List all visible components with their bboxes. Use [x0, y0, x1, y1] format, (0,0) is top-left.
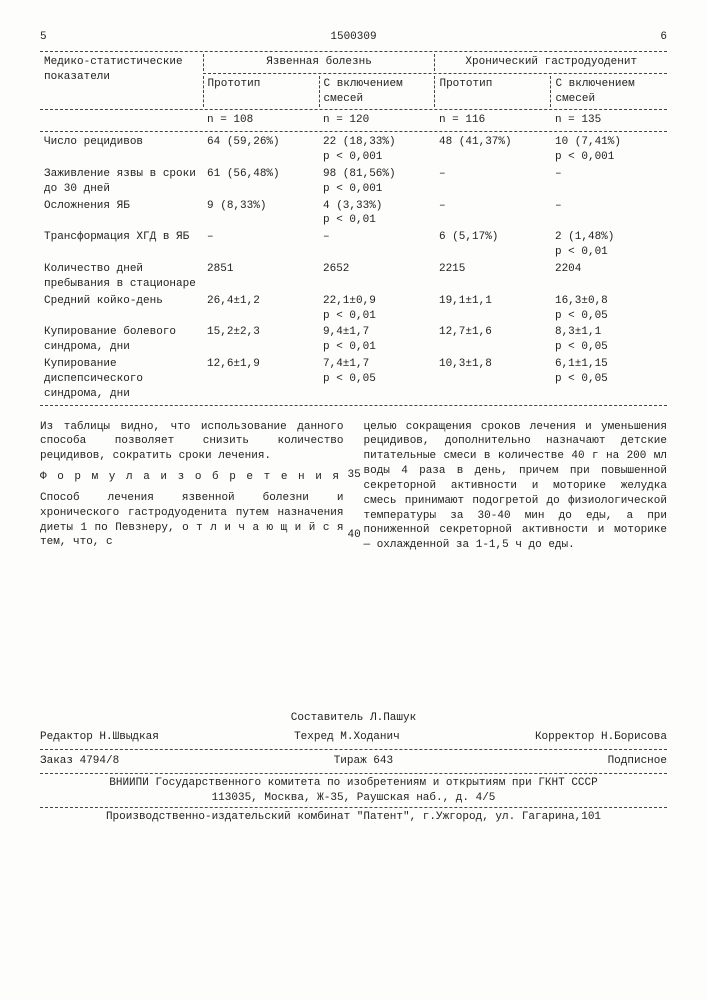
row-value: 12,7±1,6: [435, 324, 551, 356]
row-value: 48 (41,37%): [435, 134, 551, 166]
sub3: Прототип: [435, 76, 551, 108]
body-right-p1: целью сокращения сроков лечения и уменьш…: [364, 420, 668, 554]
row-label: Средний койко-день: [40, 293, 203, 325]
row-value: –: [435, 166, 551, 198]
header-docnum: 1500309: [228, 30, 479, 45]
row-label: Купирование болевого синдрома, дни: [40, 324, 203, 356]
row-value: 2215: [435, 261, 551, 293]
row-value: 10 (7,41%)p < 0,001: [551, 134, 667, 166]
row-value: 2 (1,48%)p < 0,01: [551, 229, 667, 261]
line-number-40: 40: [348, 528, 361, 543]
col-label: Медико-статистические показатели: [40, 54, 203, 108]
row-value: 9,4±1,7p < 0,01: [319, 324, 435, 356]
row-label: Осложнения ЯБ: [40, 198, 203, 230]
footer: Составитель Л.Пашук Редактор Н.Швыдкая Т…: [40, 709, 667, 825]
row-value: 61 (56,48%): [203, 166, 319, 198]
divider: [40, 51, 667, 52]
table-row: Средний койко-день26,4±1,222,1±0,9p < 0,…: [40, 293, 667, 325]
row-value: 26,4±1,2: [203, 293, 319, 325]
table-row: Заживление язвы в сроки до 30 дней61 (56…: [40, 166, 667, 198]
table-row: Число рецидивов64 (59,26%)22 (18,33%)p <…: [40, 134, 667, 166]
header-left: 5: [40, 30, 228, 45]
row-value: –: [203, 229, 319, 261]
row-value: 16,3±0,8p < 0,05: [551, 293, 667, 325]
printer: Производственно-издательский комбинат "П…: [40, 810, 667, 825]
data-table: Медико-статистические показатели Язвенна…: [40, 54, 667, 403]
table-row: Трансформация ХГД в ЯБ––6 (5,17%)2 (1,48…: [40, 229, 667, 261]
table-row: Количество дней пребывания в стационаре2…: [40, 261, 667, 293]
divider: [40, 405, 667, 406]
row-value: 22 (18,33%)p < 0,001: [319, 134, 435, 166]
body-right: 35 40 целью сокращения сроков лечения и …: [364, 420, 668, 560]
row-label: Трансформация ХГД в ЯБ: [40, 229, 203, 261]
sub2: С включением смесей: [319, 76, 435, 108]
body-columns: Из таблицы видно, что использование данн…: [40, 420, 667, 560]
order: Заказ 4794/8: [40, 754, 119, 769]
row-label: Купирование диспепсического синдрома, дн…: [40, 356, 203, 403]
line-number-35: 35: [348, 468, 361, 483]
row-value: 6 (5,17%): [435, 229, 551, 261]
table-row: Купирование болевого синдрома, дни15,2±2…: [40, 324, 667, 356]
row-value: 2851: [203, 261, 319, 293]
tekhred: Техред М.Ходанич: [294, 730, 400, 745]
compiler: Составитель Л.Пашук: [250, 711, 457, 726]
row-value: 12,6±1,9: [203, 356, 319, 403]
row-value: 9 (8,33%): [203, 198, 319, 230]
n4: n = 135: [551, 112, 667, 129]
formula-heading: Ф о р м у л а и з о б р е т е н и я: [40, 470, 344, 485]
group1: Язвенная болезнь: [203, 54, 435, 71]
table-row: Купирование диспепсического синдрома, дн…: [40, 356, 667, 403]
n3: n = 116: [435, 112, 551, 129]
row-value: –: [551, 198, 667, 230]
row-value: 6,1±1,15p < 0,05: [551, 356, 667, 403]
n1: n = 108: [203, 112, 319, 129]
row-value: 19,1±1,1: [435, 293, 551, 325]
addr: 113035, Москва, Ж-35, Раушская наб., д. …: [40, 791, 667, 806]
row-value: 22,1±0,9p < 0,01: [319, 293, 435, 325]
sub4: С включением смесей: [551, 76, 667, 108]
row-value: 8,3±1,1p < 0,05: [551, 324, 667, 356]
body-left-p2: Способ лечения язвенной болезни и хронич…: [40, 491, 344, 550]
row-value: 2652: [319, 261, 435, 293]
row-value: 7,4±1,7p < 0,05: [319, 356, 435, 403]
tirazh: Тираж 643: [334, 754, 393, 769]
row-value: 64 (59,26%): [203, 134, 319, 166]
row-value: 98 (81,56%)p < 0,001: [319, 166, 435, 198]
row-value: –: [319, 229, 435, 261]
body-left-p1: Из таблицы видно, что использование данн…: [40, 420, 344, 465]
header-right: 6: [479, 30, 667, 45]
row-label: Число рецидивов: [40, 134, 203, 166]
body-left: Из таблицы видно, что использование данн…: [40, 420, 344, 560]
row-value: 4 (3,33%)p < 0,01: [319, 198, 435, 230]
page-header: 5 1500309 6: [40, 30, 667, 45]
podpis: Подписное: [608, 754, 667, 769]
table-row: Осложнения ЯБ9 (8,33%)4 (3,33%)p < 0,01–…: [40, 198, 667, 230]
row-label: Заживление язвы в сроки до 30 дней: [40, 166, 203, 198]
row-value: –: [551, 166, 667, 198]
row-value: 15,2±2,3: [203, 324, 319, 356]
row-value: –: [435, 198, 551, 230]
n2: n = 120: [319, 112, 435, 129]
editor: Редактор Н.Швыдкая: [40, 730, 159, 745]
org: ВНИИПИ Государственного комитета по изоб…: [40, 776, 667, 791]
group2: Хронический гастродуоденит: [435, 54, 667, 71]
row-value: 2204: [551, 261, 667, 293]
row-label: Количество дней пребывания в стационаре: [40, 261, 203, 293]
row-value: 10,3±1,8: [435, 356, 551, 403]
corrector: Корректор Н.Борисова: [535, 730, 667, 745]
sub1: Прототип: [203, 76, 319, 108]
